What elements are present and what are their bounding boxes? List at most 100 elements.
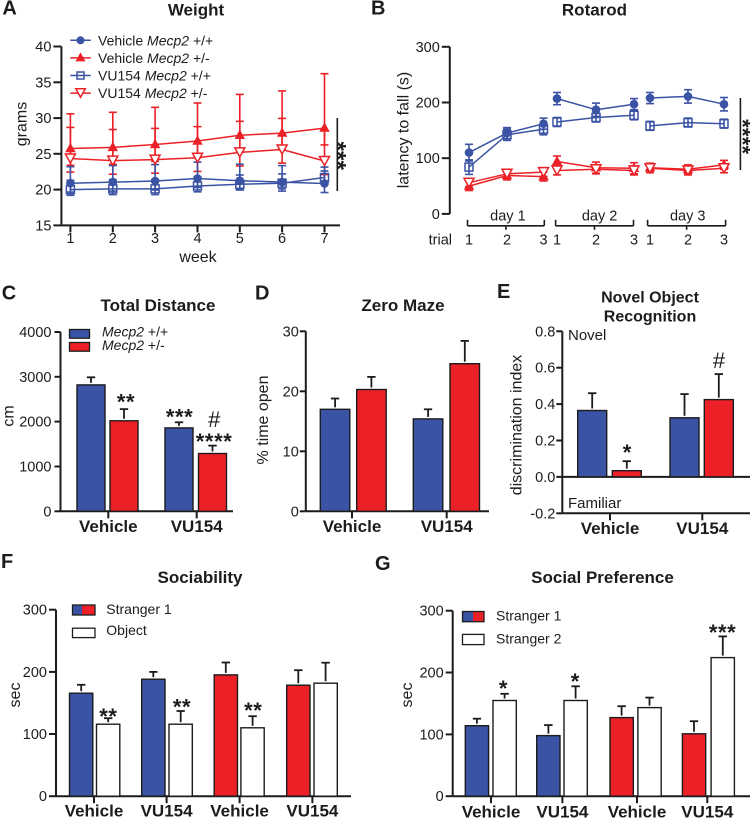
svg-text:4: 4	[193, 231, 201, 247]
svg-text:grams: grams	[14, 102, 31, 146]
svg-text:0.4: 0.4	[535, 397, 555, 413]
svg-text:Novel: Novel	[568, 327, 606, 344]
svg-text:Vehicle: Vehicle	[210, 802, 269, 821]
svg-text:trial: trial	[429, 233, 452, 249]
svg-text:Zero Maze: Zero Maze	[361, 296, 444, 315]
svg-text:****: ****	[730, 119, 750, 154]
svg-text:200: 200	[23, 665, 47, 681]
svg-text:***: ***	[324, 141, 351, 170]
svg-text:1: 1	[66, 231, 74, 247]
svg-text:Sociability: Sociability	[157, 568, 243, 587]
svg-text:1: 1	[553, 233, 561, 249]
svg-text:Vehicle: Vehicle	[79, 517, 138, 536]
svg-text:Total Distance: Total Distance	[101, 296, 216, 315]
svg-text:Vehicle: Vehicle	[608, 803, 667, 821]
svg-text:Mecp2 +/+: Mecp2 +/+	[102, 324, 168, 340]
svg-text:Object: Object	[106, 622, 147, 638]
svg-text:**: **	[244, 698, 262, 723]
svg-text:2: 2	[109, 231, 117, 247]
svg-text:*: *	[571, 669, 580, 694]
svg-text:Social Preference: Social Preference	[531, 568, 674, 587]
svg-text:*: *	[499, 676, 508, 701]
svg-text:**: **	[173, 695, 191, 720]
svg-text:***: ***	[709, 620, 737, 645]
svg-text:% time open: % time open	[255, 376, 272, 465]
svg-text:4000: 4000	[19, 325, 51, 341]
svg-text:sec: sec	[399, 683, 416, 708]
svg-text:Novel Object: Novel Object	[601, 290, 699, 307]
svg-text:300: 300	[416, 40, 440, 56]
svg-text:0.2: 0.2	[535, 434, 555, 450]
svg-text:0.0: 0.0	[535, 470, 555, 486]
svg-text:3000: 3000	[19, 370, 51, 386]
svg-text:day 2: day 2	[582, 208, 617, 224]
svg-text:Rotarod: Rotarod	[562, 1, 627, 20]
svg-text:A: A	[2, 0, 16, 20]
svg-text:30: 30	[283, 324, 299, 340]
svg-text:B: B	[371, 0, 385, 20]
svg-text:VU154: VU154	[536, 803, 589, 821]
svg-text:E: E	[497, 281, 510, 303]
svg-text:VU154: VU154	[286, 802, 339, 821]
svg-text:****: ****	[196, 429, 233, 454]
svg-text:VU154 Mecp2 +/-: VU154 Mecp2 +/-	[98, 85, 208, 101]
svg-text:Stranger 1: Stranger 1	[496, 608, 562, 624]
svg-text:VU154: VU154	[421, 517, 474, 536]
svg-text:2: 2	[503, 233, 511, 249]
svg-text:2: 2	[684, 233, 692, 249]
svg-text:Mecp2 +/-: Mecp2 +/-	[102, 337, 165, 353]
svg-text:Vehicle Mecp2 +/+: Vehicle Mecp2 +/+	[98, 32, 213, 48]
svg-text:0.6: 0.6	[535, 361, 555, 377]
svg-text:15: 15	[35, 218, 51, 234]
svg-text:100: 100	[23, 727, 47, 743]
svg-text:Stranger 2: Stranger 2	[496, 631, 562, 647]
svg-text:10: 10	[283, 444, 299, 460]
svg-text:cm: cm	[1, 405, 18, 426]
svg-text:300: 300	[419, 604, 443, 620]
svg-text:0: 0	[432, 207, 440, 223]
svg-text:40: 40	[35, 40, 51, 56]
svg-text:100: 100	[419, 727, 443, 743]
svg-text:week: week	[178, 249, 217, 266]
svg-text:2: 2	[592, 233, 600, 249]
svg-text:0: 0	[436, 789, 444, 805]
svg-text:20: 20	[35, 183, 51, 199]
svg-text:2000: 2000	[19, 415, 51, 431]
svg-text:200: 200	[416, 96, 440, 112]
svg-text:VU154: VU154	[676, 519, 729, 538]
svg-text:Vehicle: Vehicle	[323, 517, 382, 536]
svg-text:30: 30	[35, 111, 51, 127]
svg-text:1: 1	[646, 233, 654, 249]
svg-text:day 1: day 1	[490, 208, 525, 224]
svg-text:1: 1	[465, 233, 473, 249]
svg-text:D: D	[255, 283, 269, 305]
svg-text:Stranger 1: Stranger 1	[106, 601, 172, 617]
svg-text:sec: sec	[7, 683, 24, 708]
svg-text:C: C	[2, 283, 16, 305]
svg-text:**: **	[117, 390, 135, 415]
svg-text:3: 3	[151, 231, 159, 247]
svg-text:3: 3	[539, 233, 547, 249]
svg-text:1000: 1000	[19, 460, 51, 476]
svg-text:Weight: Weight	[168, 1, 225, 20]
svg-text:6: 6	[278, 231, 286, 247]
svg-text:#: #	[713, 348, 726, 373]
svg-text:VU154: VU154	[681, 803, 734, 821]
svg-text:300: 300	[23, 603, 47, 619]
svg-text:latency to fall (s): latency to fall (s)	[396, 72, 413, 188]
svg-text:100: 100	[416, 151, 440, 167]
svg-text:Familiar: Familiar	[568, 495, 621, 512]
svg-text:VU154: VU154	[171, 517, 224, 536]
svg-text:0.8: 0.8	[535, 324, 555, 340]
svg-text:VU154 Mecp2 +/+: VU154 Mecp2 +/+	[98, 68, 211, 84]
svg-text:0: 0	[39, 789, 47, 805]
svg-text:0: 0	[291, 504, 299, 520]
svg-text:200: 200	[419, 666, 443, 682]
svg-text:35: 35	[35, 75, 51, 91]
svg-text:20: 20	[283, 384, 299, 400]
svg-text:discrimination index: discrimination index	[509, 355, 526, 496]
svg-text:***: ***	[166, 405, 194, 430]
svg-text:G: G	[375, 553, 391, 575]
svg-text:F: F	[1, 551, 13, 573]
svg-text:Vehicle: Vehicle	[581, 519, 640, 538]
